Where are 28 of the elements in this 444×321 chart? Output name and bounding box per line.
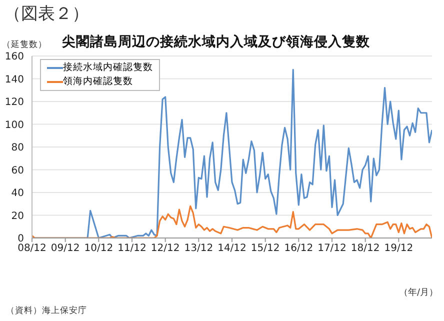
x-tick-label: 14/12 [218, 243, 246, 254]
x-tick-label: 18/12 [350, 243, 380, 254]
x-tick-label: 09/12 [50, 243, 80, 254]
text: （資料）海上保安庁 [6, 305, 87, 317]
legend-label: 接続水域内確認隻数 [63, 61, 153, 75]
y-tick-label: 80 [11, 142, 24, 154]
y-tick-label: 60 [11, 165, 24, 176]
x-axis-title: （年/月） [398, 286, 438, 299]
chart-title: 尖閣諸島周辺の接続水域内入域及び領海侵入隻数 [62, 33, 371, 51]
y-tick-label: 160 [4, 52, 24, 63]
x-tick-label: 15/12 [250, 243, 280, 254]
y-tick-label: 120 [4, 97, 24, 108]
text: （図表２） [4, 3, 89, 25]
x-tick-label: 17/12 [318, 243, 346, 254]
y-tick-label: 0 [18, 234, 24, 245]
y-tick-label: 20 [11, 210, 24, 222]
x-tick-label: 13/12 [184, 243, 214, 254]
x-tick-label: 08/12 [18, 243, 46, 254]
y-tick-label: 40 [11, 188, 24, 200]
x-tick-label: 19/12 [384, 243, 414, 254]
x-tick-label: 16/12 [284, 243, 314, 254]
x-tick-label: 10/12 [84, 243, 114, 254]
y-axis-title: （延隻数） [2, 39, 47, 51]
y-tick-label: 100 [4, 120, 24, 131]
legend-label: 領海内確認隻数 [63, 75, 133, 89]
y-tick-label: 140 [4, 74, 24, 86]
x-tick-label: 11/12 [118, 243, 146, 254]
x-tick-label: 12/12 [150, 243, 180, 254]
